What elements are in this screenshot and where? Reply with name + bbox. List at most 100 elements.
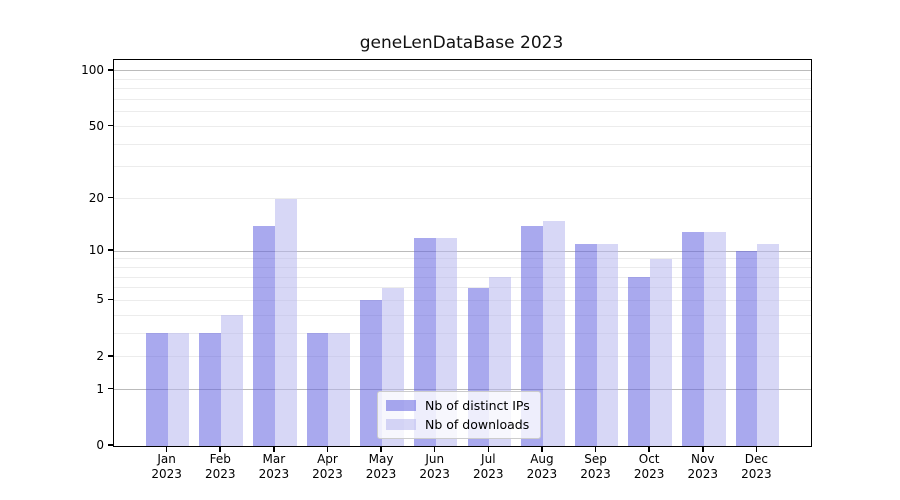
y-tick-label: 5 (96, 292, 104, 307)
legend-swatch-distinct-ips (386, 400, 416, 411)
bar-distinct-ips (253, 225, 275, 446)
gridline (114, 250, 811, 252)
gridline (114, 258, 811, 260)
bar-downloads (274, 198, 297, 446)
y-tick-mark (108, 196, 113, 199)
gridline (114, 198, 811, 200)
x-tick-mark (541, 446, 543, 452)
bar-downloads (703, 231, 726, 446)
y-tick-label: 20 (88, 190, 104, 205)
y-tick-label: 50 (88, 118, 104, 133)
y-tick-label: 100 (81, 62, 104, 77)
bar-downloads (596, 244, 619, 446)
x-tick-month: Oct (638, 452, 660, 466)
gridline (114, 314, 811, 316)
x-tick-year: 2023 (473, 467, 504, 481)
y-tick-label: 1 (96, 381, 104, 396)
gridline (114, 332, 811, 334)
bar-downloads (542, 220, 565, 446)
legend-swatch-downloads (386, 419, 416, 430)
gridline (114, 78, 811, 80)
x-tick-label: Mar 2023 (246, 452, 302, 482)
gridline (114, 88, 811, 90)
x-tick-month: Sep (584, 452, 607, 466)
x-tick-year: 2023 (687, 467, 719, 481)
x-tick-month: Jan (157, 452, 176, 466)
bar-downloads (650, 258, 672, 446)
x-tick-month: Nov (691, 452, 715, 466)
legend-item: Nb of downloads (386, 417, 530, 432)
x-tick-mark (219, 446, 222, 452)
bar-distinct-ips (628, 277, 651, 446)
bar-distinct-ips (574, 244, 597, 446)
x-tick-label: Aug 2023 (514, 452, 570, 482)
x-tick-mark (701, 446, 704, 452)
x-tick-label: Sep 2023 (568, 452, 624, 482)
gridline (114, 356, 811, 358)
y-tick-label: 0 (96, 438, 104, 452)
x-tick-label: May 2023 (353, 452, 409, 482)
x-tick-label: Dec 2023 (728, 452, 784, 482)
x-tick-label: Jan 2023 (139, 452, 195, 482)
x-tick-mark (326, 446, 329, 452)
y-tick-mark (108, 124, 113, 127)
x-tick-mark (165, 446, 168, 452)
chart-title: geneLenDataBase 2023 (359, 33, 564, 53)
bar-downloads (328, 333, 351, 446)
bar-distinct-ips (681, 231, 704, 446)
gridline (114, 276, 811, 278)
x-tick-mark (433, 446, 436, 452)
x-tick-year: 2023 (204, 467, 236, 481)
y-tick-mark (108, 444, 113, 446)
bar-distinct-ips (360, 300, 383, 446)
x-tick-label: Nov 2023 (675, 452, 731, 482)
gridline (114, 166, 811, 168)
x-tick-month: May (368, 452, 394, 466)
x-tick-label: Jul 2023 (460, 452, 516, 482)
gridline (114, 126, 811, 127)
y-tick-label: 10 (88, 243, 104, 258)
bar-downloads (221, 315, 244, 446)
x-tick-month: Aug (530, 452, 554, 466)
x-tick-year: 2023 (633, 467, 665, 481)
x-tick-mark (487, 446, 490, 452)
plot-area: Nb of distinct IPs Nb of downloads (113, 59, 812, 447)
legend-item: Nb of distinct IPs (386, 398, 530, 413)
x-tick-month: Dec (744, 452, 768, 466)
bar-downloads (757, 244, 780, 446)
legend: Nb of distinct IPs Nb of downloads (377, 391, 541, 439)
gridline (114, 389, 811, 391)
bar-distinct-ips (521, 225, 543, 446)
x-tick-month: Mar (262, 452, 286, 466)
y-tick-mark (108, 354, 113, 357)
gridline (114, 266, 811, 268)
legend-label: Nb of downloads (425, 417, 530, 432)
x-tick-year: 2023 (312, 467, 343, 481)
x-tick-label: Jun 2023 (407, 452, 463, 482)
x-tick-year: 2023 (151, 467, 182, 481)
x-tick-mark (273, 446, 275, 452)
x-tick-month: Apr (317, 452, 338, 466)
x-tick-month: Feb (209, 452, 231, 466)
x-tick-year: 2023 (741, 467, 772, 481)
x-tick-month: Jun (425, 452, 445, 466)
x-tick-year: 2023 (580, 467, 611, 481)
gridline (114, 299, 811, 301)
y-tick-mark (108, 298, 113, 301)
gridline (114, 70, 811, 72)
gridline (114, 287, 811, 289)
y-tick-label: 2 (96, 348, 104, 363)
x-tick-year: 2023 (526, 467, 558, 481)
x-tick-mark (755, 446, 758, 452)
bar-distinct-ips (199, 333, 222, 446)
bar-distinct-ips (735, 251, 758, 446)
x-tick-mark (380, 446, 382, 452)
legend-label: Nb of distinct IPs (425, 398, 530, 413)
x-tick-month: Jul (481, 452, 496, 466)
x-tick-year: 2023 (419, 467, 450, 481)
x-tick-year: 2023 (365, 467, 397, 481)
x-tick-label: Feb 2023 (192, 452, 248, 482)
bar-distinct-ips (145, 333, 168, 446)
gridline (114, 99, 811, 101)
